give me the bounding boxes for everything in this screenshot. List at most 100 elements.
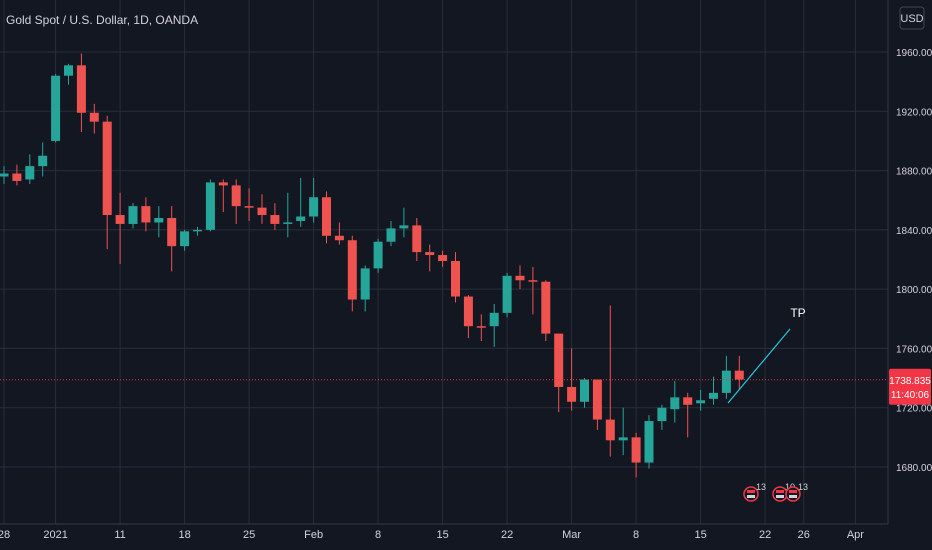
candle-body — [399, 225, 409, 229]
price-badge: 1738.835 11:40:06 — [889, 368, 931, 405]
candle-body — [451, 260, 460, 297]
x-tick-label: 15 — [436, 529, 448, 541]
candle-body — [670, 397, 680, 410]
price-badge-bg — [889, 368, 931, 405]
x-tick-label: 18 — [178, 529, 190, 541]
y-tick-label: 1840.000 — [896, 226, 932, 237]
flag-stripe-icon — [747, 490, 755, 493]
symbol-title: Gold Spot / U.S. Dollar, 1D, OANDA — [6, 13, 198, 27]
candle-body — [476, 326, 486, 328]
x-tick-label: Apr — [847, 529, 864, 541]
event-count: 13 — [756, 482, 766, 492]
candle-body — [580, 379, 589, 402]
candle-body — [696, 400, 706, 404]
y-tick-label: 1920.000 — [896, 107, 932, 118]
candle-body — [438, 255, 448, 261]
flag-stripe-icon — [789, 490, 797, 493]
x-tick-label: 11 — [114, 529, 125, 541]
candle-body — [141, 206, 151, 223]
x-tick-label: 2021 — [43, 529, 67, 541]
flag-stripe-icon — [789, 495, 797, 498]
candle-body — [115, 215, 125, 224]
tp-label: TP — [790, 306, 805, 320]
y-tick-label: 1880.000 — [896, 167, 932, 178]
candle-body — [38, 155, 48, 167]
x-tick-label: 8 — [633, 529, 639, 541]
candle-body — [734, 370, 744, 380]
x-tick-label: Feb — [304, 529, 323, 541]
candle-body — [180, 231, 190, 247]
candle-body — [218, 182, 228, 186]
candle-body — [721, 370, 731, 393]
y-tick-label: 1720.000 — [896, 404, 932, 415]
candle-body — [76, 65, 86, 113]
candle-body — [683, 397, 693, 405]
candle-body — [644, 421, 654, 463]
candle-body — [283, 222, 293, 224]
event-markers[interactable]: 131013 — [743, 482, 808, 502]
candle-body — [270, 215, 280, 224]
candle-body — [567, 386, 577, 402]
candle-body — [631, 437, 641, 463]
candle-body — [64, 65, 73, 76]
candle-body — [193, 229, 202, 232]
candle-body — [541, 281, 551, 334]
flag-stripe-icon — [776, 490, 784, 493]
price-badge-countdown: 11:40:06 — [891, 390, 930, 401]
trend-line[interactable] — [727, 328, 791, 404]
candle-body — [154, 218, 164, 223]
flag-stripe-icon — [747, 495, 755, 498]
candle-body — [360, 268, 370, 300]
candle-body — [322, 197, 331, 236]
candle-body — [0, 173, 9, 177]
candle-body — [12, 173, 22, 181]
candle-body — [528, 280, 538, 282]
y-tick-label: 1960.000 — [896, 48, 932, 59]
candle-body — [51, 75, 61, 141]
candle-body — [296, 216, 306, 221]
event-count: 13 — [798, 482, 808, 492]
candle-body — [502, 275, 512, 313]
candle-body — [386, 228, 396, 242]
y-tick-label: 1680.000 — [896, 463, 932, 474]
currency-label: USD — [900, 13, 923, 25]
candle-body — [412, 225, 422, 253]
time-axis[interactable]: 28 2021 11 18 25 Feb 8 15 22 Mar 8 15 22 26 Apr — [0, 529, 864, 541]
candle-body — [515, 275, 525, 281]
candle-body — [25, 166, 35, 180]
candle-body — [554, 333, 564, 387]
candle-body — [334, 235, 344, 241]
x-tick-label: 25 — [243, 529, 255, 541]
price-badge-price: 1738.835 — [889, 376, 931, 387]
currency-button[interactable] — [899, 6, 925, 30]
candle-body — [489, 312, 499, 327]
flag-stripe-icon — [776, 495, 784, 498]
candle-body — [605, 419, 615, 441]
y-tick-label: 1800.000 — [896, 285, 932, 296]
x-tick-label: 22 — [759, 529, 771, 541]
candle-body — [618, 437, 628, 441]
candle-body — [231, 185, 241, 207]
candles — [0, 53, 744, 478]
candle-body — [463, 296, 473, 327]
x-tick-label: 8 — [375, 529, 381, 541]
candle-body — [425, 252, 435, 256]
candle-body — [657, 407, 667, 422]
candle-body — [592, 379, 602, 420]
x-tick-label: 28 — [0, 529, 10, 541]
x-tick-label: Mar — [562, 529, 581, 541]
candle-body — [102, 121, 112, 216]
candle-body — [257, 207, 267, 216]
candle-body — [167, 218, 177, 247]
price-axis[interactable]: 1680.000 1720.000 1760.000 1800.000 1840.000… — [896, 48, 932, 474]
candle-body — [205, 182, 215, 230]
candle-body — [709, 392, 718, 399]
y-tick-label: 1760.000 — [896, 344, 932, 355]
x-tick-label: 15 — [694, 529, 706, 541]
tp-annotation[interactable]: TP — [727, 306, 806, 404]
candle-body — [309, 197, 319, 217]
candle-body — [89, 112, 99, 122]
candle-body — [244, 206, 254, 208]
